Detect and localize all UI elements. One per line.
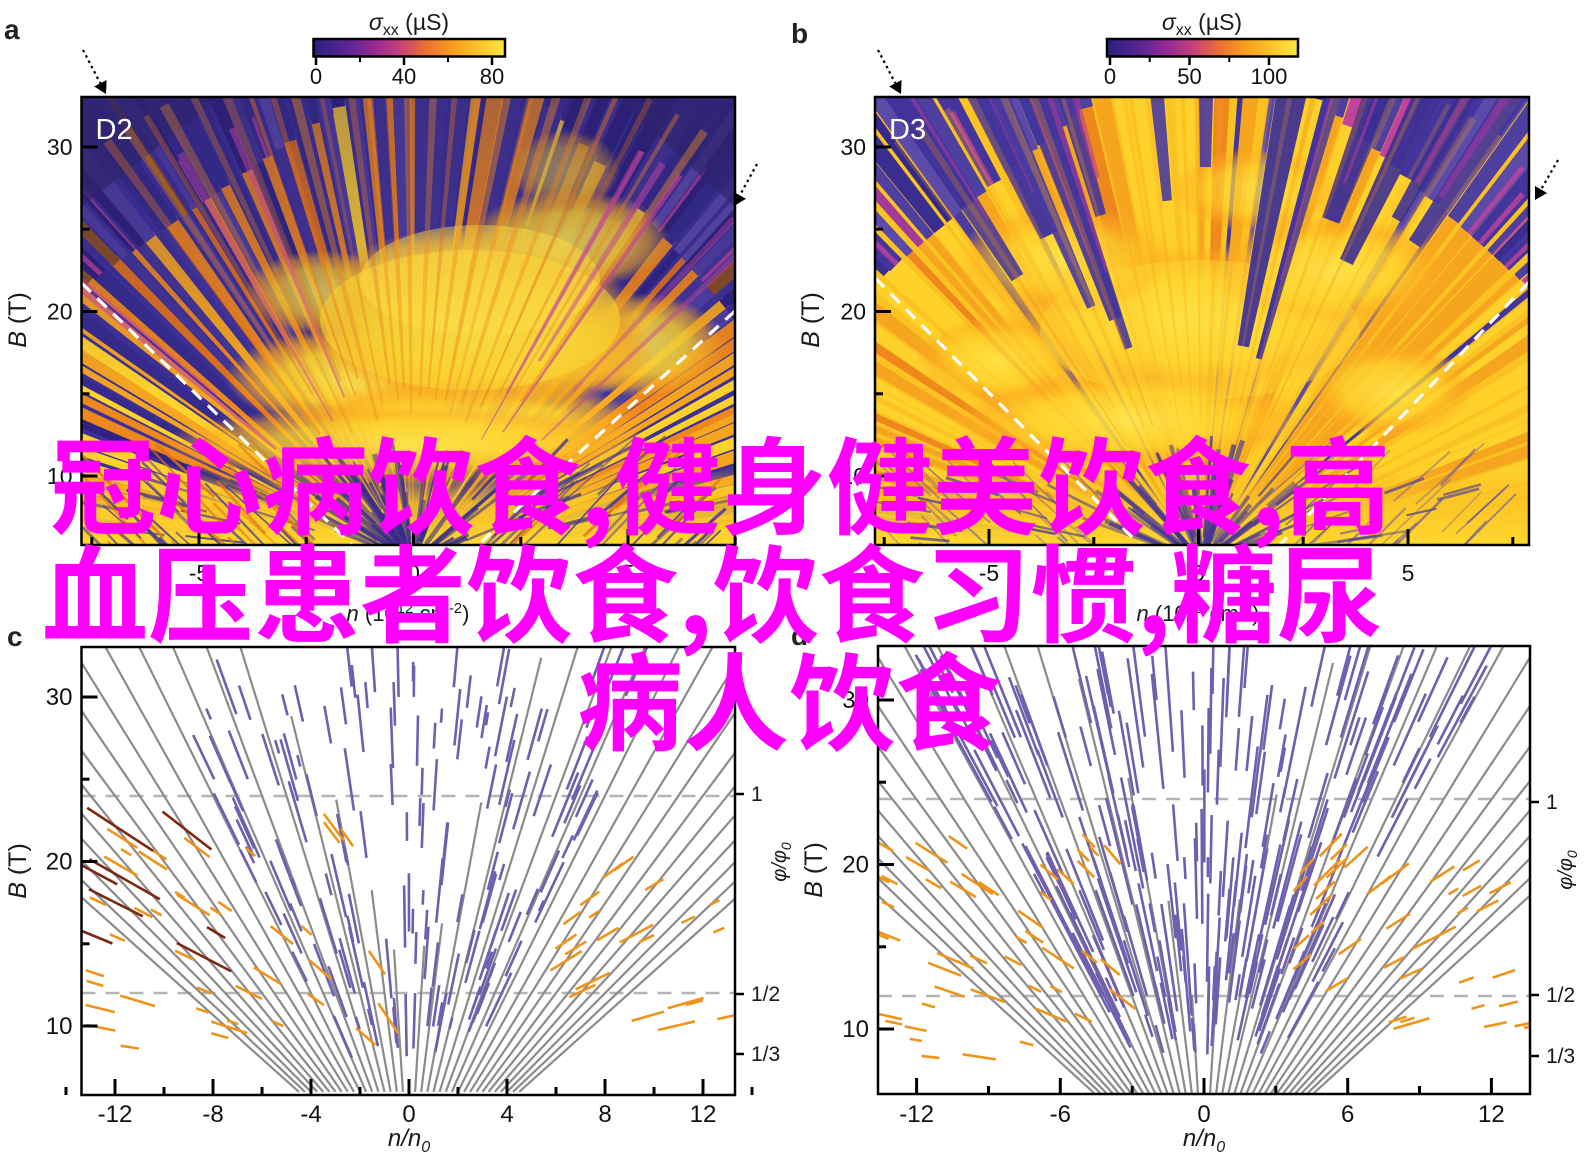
- svg-text:a: a: [4, 14, 20, 45]
- svg-text:D2: D2: [96, 114, 133, 146]
- svg-text:1: 1: [751, 783, 763, 806]
- svg-text:B (T): B (T): [800, 842, 828, 898]
- svg-text:-12: -12: [899, 1101, 934, 1128]
- svg-text:1/3: 1/3: [751, 1043, 780, 1066]
- svg-text:20: 20: [840, 299, 866, 325]
- svg-text:40: 40: [392, 64, 416, 89]
- svg-text:20: 20: [842, 852, 869, 879]
- svg-text:D3: D3: [889, 114, 926, 146]
- svg-text:b: b: [791, 18, 808, 49]
- svg-text:100: 100: [1251, 64, 1288, 89]
- svg-text:-6: -6: [1050, 1101, 1071, 1128]
- svg-text:80: 80: [480, 64, 504, 89]
- svg-text:σxx (µS): σxx (µS): [369, 9, 449, 39]
- svg-text:1/2: 1/2: [751, 983, 780, 1006]
- svg-text:10: 10: [842, 1016, 869, 1043]
- svg-text:B (T): B (T): [797, 292, 825, 348]
- svg-text:30: 30: [840, 134, 866, 160]
- svg-text:50: 50: [1177, 64, 1201, 89]
- svg-text:-8: -8: [202, 1101, 223, 1128]
- svg-text:10: 10: [46, 1013, 73, 1040]
- svg-text:1/3: 1/3: [1546, 1045, 1575, 1068]
- svg-text:0: 0: [310, 64, 322, 89]
- svg-text:σxx (µS): σxx (µS): [1162, 9, 1242, 39]
- svg-text:c: c: [7, 621, 23, 652]
- svg-text:1: 1: [1546, 791, 1558, 814]
- svg-text:30: 30: [46, 684, 73, 711]
- svg-text:20: 20: [47, 299, 73, 325]
- svg-text:8: 8: [598, 1101, 611, 1128]
- svg-text:12: 12: [1478, 1101, 1505, 1128]
- svg-text:6: 6: [1341, 1101, 1354, 1128]
- svg-text:-12: -12: [98, 1101, 133, 1128]
- svg-text:30: 30: [47, 134, 73, 160]
- svg-text:0: 0: [402, 1101, 415, 1128]
- svg-text:B (T): B (T): [4, 292, 32, 348]
- svg-text:12: 12: [690, 1101, 717, 1128]
- svg-text:1/2: 1/2: [1546, 984, 1575, 1007]
- svg-text:-4: -4: [300, 1101, 321, 1128]
- svg-text:0: 0: [1104, 64, 1116, 89]
- svg-text:-5: -5: [979, 560, 999, 586]
- svg-text:5: 5: [1402, 560, 1415, 586]
- svg-text:B (T): B (T): [4, 843, 32, 899]
- svg-text:0: 0: [1197, 1101, 1210, 1128]
- svg-text:20: 20: [46, 849, 73, 876]
- svg-text:4: 4: [500, 1101, 513, 1128]
